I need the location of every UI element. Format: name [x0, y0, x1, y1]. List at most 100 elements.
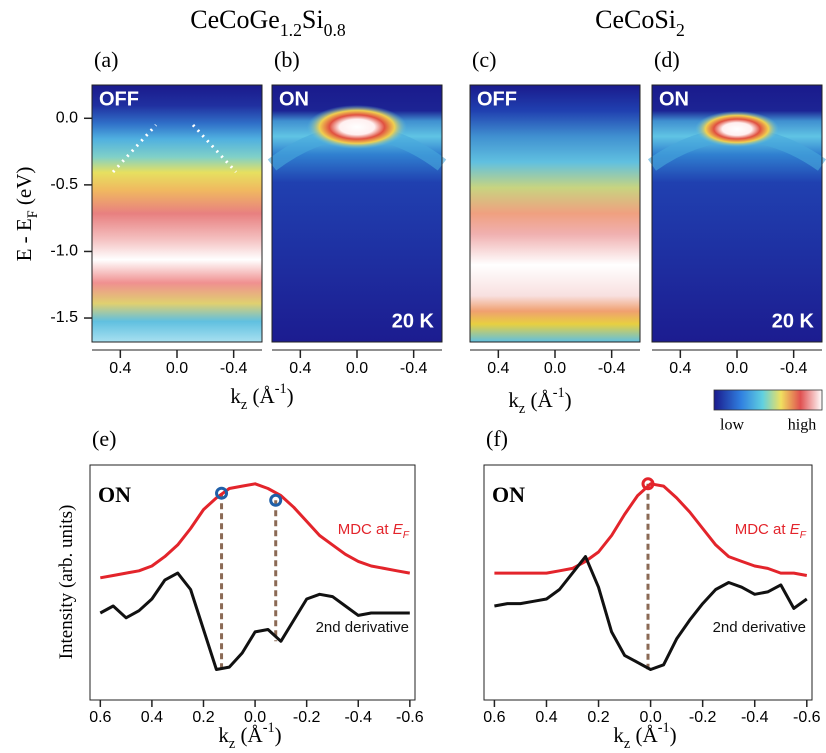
y-axis-label: Intensity (arb. units) — [56, 505, 77, 660]
text-part: k — [218, 723, 229, 747]
panel-label: (a) — [94, 47, 118, 72]
x-tick-label: -0.4 — [344, 709, 372, 726]
panel-label: (d) — [654, 47, 680, 72]
plot-frame — [89, 464, 416, 701]
text-part: MDC at — [338, 521, 393, 538]
x-tick-label: 0.6 — [89, 709, 111, 726]
text-part: E - E — [12, 218, 36, 261]
x-tick-label: 0.0 — [346, 360, 368, 377]
text-part: -1 — [263, 720, 275, 736]
text-part: -1 — [553, 385, 565, 401]
y-tick-label: 0.0 — [56, 110, 78, 127]
mode-label: ON — [659, 88, 689, 110]
text-part: CeCoSi — [595, 5, 676, 34]
x-tick-label: 0.0 — [639, 709, 661, 726]
series-line — [100, 482, 411, 580]
series-label: 2nd derivative — [316, 619, 409, 636]
text-part: CeCoGe — [190, 5, 280, 34]
peak-marker — [215, 486, 229, 500]
x-tick-label: -0.6 — [793, 709, 821, 726]
panel-label: (f) — [486, 426, 508, 451]
text-part: E — [790, 521, 801, 538]
temperature-label: 20 K — [392, 310, 435, 332]
arpes-map — [92, 85, 262, 342]
x-tick-label: 0.2 — [587, 709, 609, 726]
text-part: 0.8 — [324, 20, 346, 40]
compound-title: CeCoSi2 — [595, 5, 685, 40]
text-part: k — [613, 723, 624, 747]
x-tick-label: -0.2 — [689, 709, 717, 726]
x-tick-label: -0.4 — [741, 709, 769, 726]
x-tick-label: 0.0 — [244, 709, 266, 726]
text-part: MDC at — [735, 521, 790, 538]
text-part: ) — [287, 384, 294, 408]
x-tick-label: 0.4 — [141, 709, 163, 726]
x-tick-label: -0.4 — [598, 360, 626, 377]
x-tick-label: 0.4 — [109, 360, 131, 377]
text-part: k — [230, 384, 241, 408]
text-part: (Å — [525, 388, 553, 412]
text-part: z — [519, 401, 525, 417]
mode-label: OFF — [99, 88, 139, 110]
text-part: 2nd derivative — [316, 619, 409, 636]
x-tick-label: -0.6 — [396, 709, 424, 726]
colorbar — [713, 389, 823, 411]
x-tick-label: -0.4 — [780, 360, 808, 377]
text-part: 2 — [676, 20, 685, 40]
panel-frame — [91, 84, 263, 343]
text-part: Intensity (arb. units) — [56, 505, 77, 660]
kondo-peak — [695, 111, 779, 147]
x-tick-label: 0.0 — [166, 360, 188, 377]
series-label: 2nd derivative — [713, 619, 806, 636]
text-part: Si — [302, 5, 324, 34]
intensity-maps — [92, 85, 826, 342]
text-part: ) — [275, 723, 282, 747]
peak-marker — [641, 477, 655, 491]
panel-label: (b) — [274, 47, 300, 72]
text-part: -1 — [275, 381, 287, 397]
text-part: F — [403, 530, 410, 541]
text-part: 1.2 — [280, 20, 302, 40]
panel-frame — [469, 84, 641, 343]
x-tick-label: -0.2 — [293, 709, 321, 726]
x-axis-label: kz (Å-1) — [218, 720, 281, 752]
text-part: k — [508, 388, 519, 412]
text-part: (eV) — [12, 167, 36, 211]
colorbar-high: high — [788, 417, 816, 434]
arpes-map — [470, 85, 640, 342]
x-tick-label: 0.4 — [487, 360, 509, 377]
x-tick-label: 0.6 — [483, 709, 505, 726]
series-label: MDC at EF — [338, 521, 410, 541]
text-part: (Å — [247, 384, 275, 408]
x-tick-label: 0.4 — [535, 709, 557, 726]
text-part: ) — [670, 723, 677, 747]
mode-label: OFF — [477, 88, 517, 110]
x-tick-label: 0.2 — [192, 709, 214, 726]
text-part: 2nd derivative — [713, 619, 806, 636]
y-tick-label: -1.5 — [50, 309, 78, 326]
text-part: -1 — [658, 720, 670, 736]
text-part: z — [229, 736, 235, 752]
peak-marker — [269, 493, 283, 507]
colorbar-low: low — [720, 417, 744, 434]
panel-frame — [651, 84, 823, 343]
mode-label: ON — [492, 482, 525, 507]
x-axis-label: kz (Å-1) — [230, 381, 293, 413]
x-tick-label: 0.0 — [726, 360, 748, 377]
series-line — [99, 571, 410, 671]
x-tick-label: 0.4 — [289, 360, 311, 377]
compound-title: CeCoGe1.2Si0.8 — [190, 5, 346, 40]
text-part: E — [393, 521, 404, 538]
panel-label: (c) — [472, 47, 496, 72]
text-part: (Å — [630, 723, 658, 747]
y-tick-label: -1.0 — [50, 243, 78, 260]
x-tick-label: -0.4 — [400, 360, 428, 377]
x-axis-label: kz (Å-1) — [508, 385, 571, 417]
mode-label: ON — [279, 88, 309, 110]
y-tick-label: -0.5 — [50, 176, 78, 193]
text-part: z — [624, 736, 630, 752]
x-axis-label: kz (Å-1) — [613, 720, 676, 752]
x-tick-label: 0.4 — [669, 360, 691, 377]
temperature-label: 20 K — [772, 310, 815, 332]
text-part: z — [241, 397, 247, 413]
